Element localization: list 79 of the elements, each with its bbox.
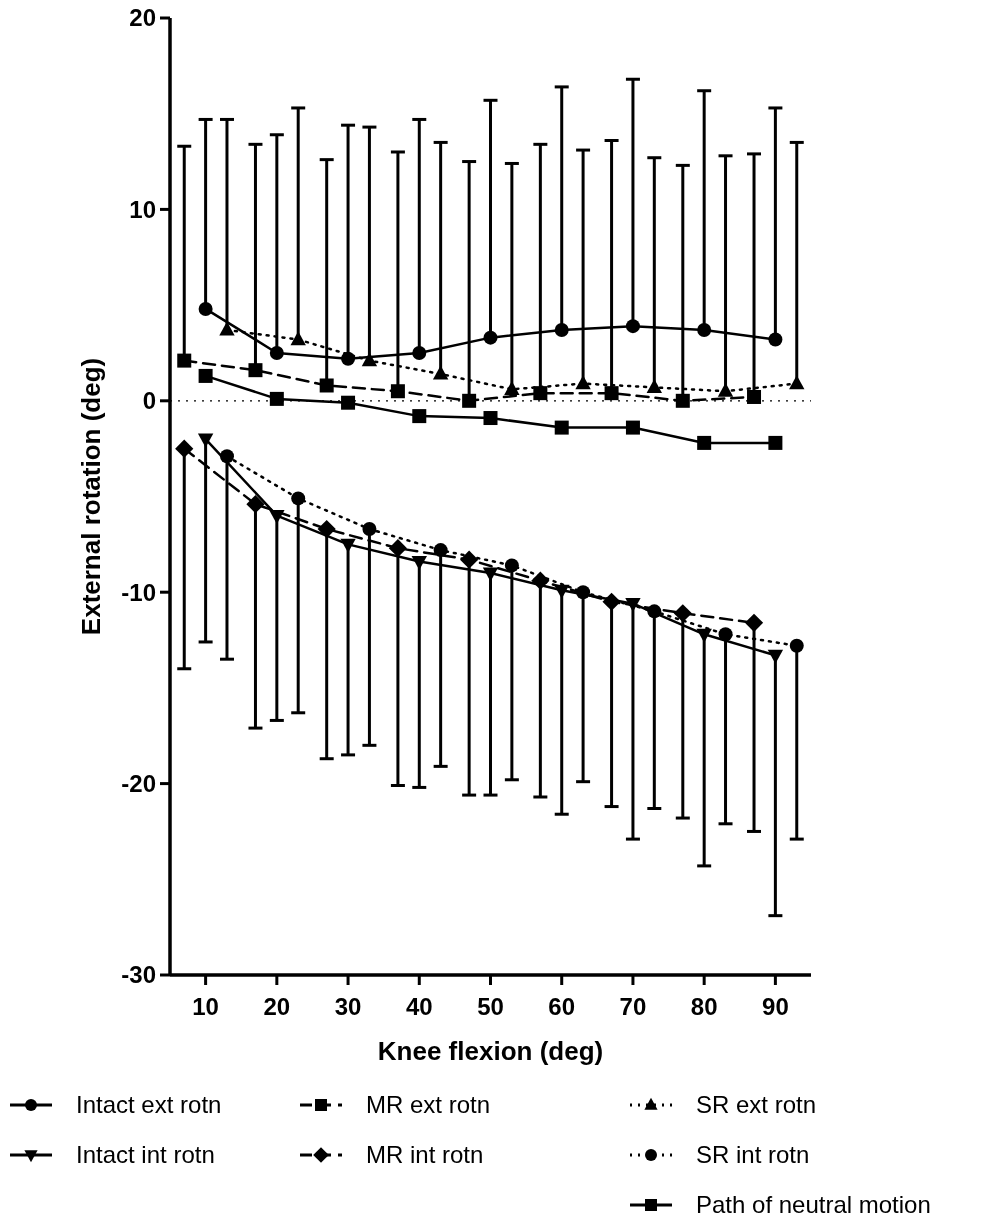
y-axis-title: External rotation (deg) bbox=[76, 357, 106, 636]
point bbox=[696, 628, 712, 643]
point bbox=[317, 519, 336, 539]
point bbox=[388, 539, 408, 558]
legend-label: SR int rotn bbox=[696, 1141, 810, 1169]
point bbox=[198, 368, 213, 383]
point bbox=[747, 389, 762, 404]
point bbox=[533, 386, 548, 401]
point bbox=[647, 604, 662, 619]
y-tick-label: 20 bbox=[129, 4, 156, 32]
point bbox=[175, 439, 194, 458]
point bbox=[361, 352, 378, 367]
point bbox=[462, 393, 477, 408]
point bbox=[433, 543, 448, 558]
y-tick-label: 10 bbox=[129, 195, 156, 223]
point bbox=[604, 386, 619, 401]
x-tick-label: 40 bbox=[405, 993, 433, 1020]
point bbox=[248, 363, 263, 378]
point bbox=[531, 571, 550, 590]
point bbox=[576, 585, 591, 600]
legend-label: MR int rotn bbox=[366, 1141, 484, 1169]
point bbox=[504, 380, 520, 395]
point bbox=[219, 449, 234, 464]
point bbox=[675, 393, 690, 408]
point bbox=[673, 604, 692, 623]
x-axis-title: Knee flexion (deg) bbox=[377, 1036, 604, 1066]
point bbox=[744, 613, 764, 632]
point bbox=[483, 330, 498, 345]
x-tick-label: 30 bbox=[334, 993, 362, 1020]
point bbox=[768, 332, 783, 347]
point bbox=[504, 558, 519, 573]
point bbox=[483, 411, 498, 426]
point bbox=[269, 345, 284, 360]
x-tick-label: 70 bbox=[619, 993, 647, 1020]
point bbox=[789, 638, 804, 653]
legend-label: Path of neutral motion bbox=[696, 1191, 931, 1219]
point bbox=[768, 435, 783, 450]
point bbox=[697, 435, 712, 450]
point bbox=[198, 301, 213, 316]
point bbox=[246, 495, 265, 514]
point bbox=[412, 409, 427, 424]
point bbox=[554, 420, 569, 435]
point bbox=[697, 322, 712, 337]
y-tick-label: 0 bbox=[142, 387, 156, 415]
y-tick-label: -30 bbox=[121, 961, 156, 989]
legend-label: Intact ext rotn bbox=[76, 1091, 222, 1119]
point bbox=[789, 375, 805, 390]
y-tick-label: -20 bbox=[121, 770, 156, 797]
point bbox=[390, 384, 405, 399]
legend-label: Intact int rotn bbox=[76, 1141, 215, 1169]
point bbox=[412, 345, 427, 360]
point bbox=[290, 331, 306, 346]
point bbox=[291, 491, 306, 506]
y-tick-label: -10 bbox=[121, 578, 156, 606]
point bbox=[341, 395, 356, 410]
legend-label: MR ext rotn bbox=[366, 1091, 491, 1119]
point bbox=[362, 522, 377, 537]
x-tick-label: 50 bbox=[477, 993, 504, 1020]
point bbox=[219, 321, 235, 336]
legend-label: SR ext rotn bbox=[696, 1091, 817, 1119]
point bbox=[269, 391, 284, 406]
point bbox=[646, 379, 663, 393]
x-tick-label: 10 bbox=[192, 993, 219, 1020]
point bbox=[575, 375, 591, 390]
point bbox=[625, 420, 640, 435]
point bbox=[767, 649, 784, 664]
x-tick-label: 80 bbox=[690, 993, 718, 1020]
x-tick-label: 20 bbox=[263, 993, 291, 1020]
point bbox=[432, 365, 449, 380]
point bbox=[319, 378, 334, 393]
point bbox=[340, 538, 356, 553]
point bbox=[625, 319, 640, 334]
point bbox=[177, 353, 192, 368]
point bbox=[554, 322, 569, 337]
point bbox=[411, 555, 427, 570]
point bbox=[197, 433, 214, 448]
point bbox=[718, 627, 733, 642]
x-tick-label: 60 bbox=[548, 993, 576, 1020]
x-tick-label: 90 bbox=[762, 993, 789, 1020]
